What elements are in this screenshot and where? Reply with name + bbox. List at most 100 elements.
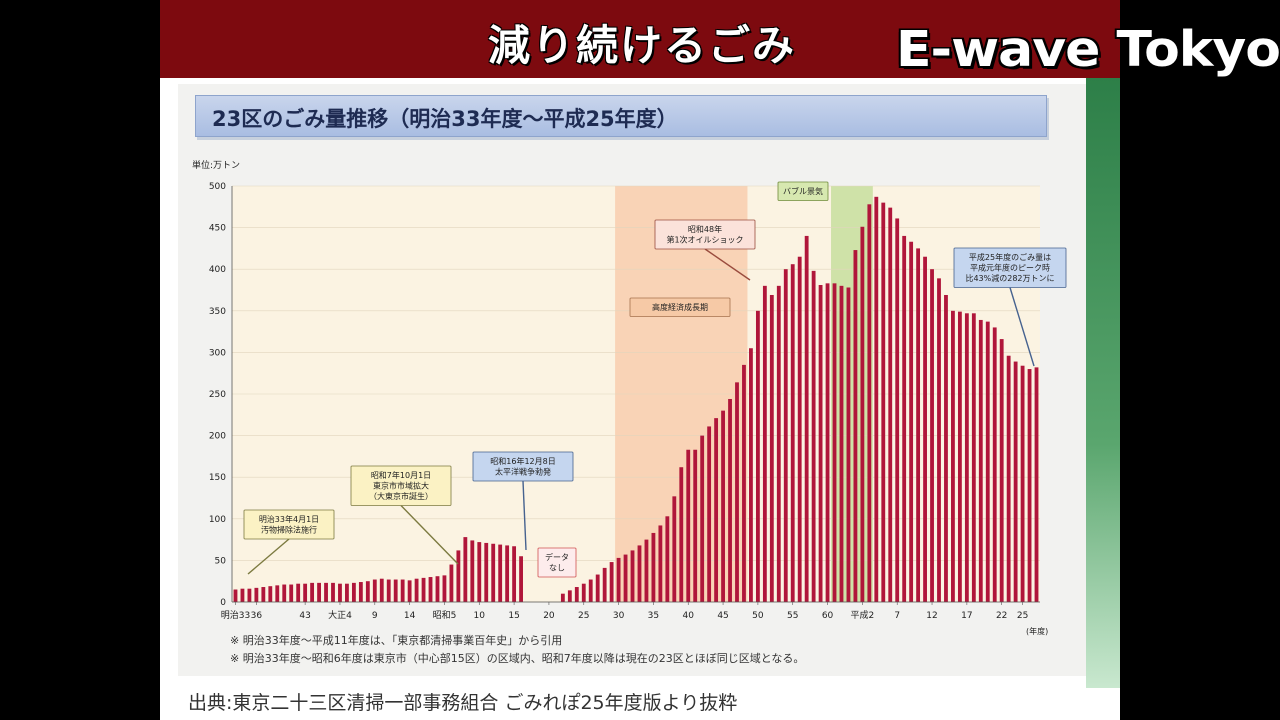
bar-24 (400, 579, 405, 602)
bar-39 (505, 545, 510, 602)
bar-105 (964, 313, 969, 602)
bar-12 (317, 582, 321, 602)
annotation-box (953, 247, 1067, 288)
bar-49 (574, 587, 579, 602)
bar-89 (853, 250, 858, 602)
bar-33 (463, 537, 468, 602)
bar-62 (665, 516, 670, 602)
annotation-box (472, 451, 574, 482)
annotation-box (777, 181, 829, 201)
bar-55 (616, 557, 621, 602)
x-tick-label: 22 (996, 611, 1007, 621)
bar-70 (721, 410, 725, 602)
bar-101 (937, 278, 941, 602)
x-tick-label: 25 (1017, 611, 1028, 621)
x-tick-label: 36 (251, 611, 263, 621)
x-axis-unit-label: (年度) (1026, 626, 1048, 636)
y-tick-label: 100 (209, 515, 226, 525)
x-tick-label: 35 (648, 611, 659, 621)
x-tick-label: 明治33 (221, 609, 250, 621)
annotation-text: 明治33年4月1日 (259, 514, 319, 524)
bar-9 (296, 583, 301, 602)
footnote-2: ※ 明治33年度～昭和6年度は東京市（中心部15区）の区域内、昭和7年度以降は現… (230, 651, 804, 665)
y-tick-label: 500 (209, 182, 226, 192)
bar-74 (749, 348, 753, 602)
annotation-text: 第1次オイルショック (666, 235, 743, 245)
brand-logo-text: E-wave Tokyo (896, 21, 1280, 79)
bar-chart: 0 50 100 150 200 250 300 350 400 450 500 明治33 36 43 大正… (192, 159, 1067, 665)
bar-92 (874, 196, 879, 602)
annotation-text: 平成元年度のピーク時 (970, 263, 1050, 273)
bar-6 (275, 585, 280, 602)
x-tick-label: 45 (717, 611, 728, 621)
annotation-pointer (704, 248, 751, 281)
annotation-text: （大東京市誕生） (369, 491, 433, 501)
x-tick-label: 12 (926, 611, 937, 621)
annotation-box (537, 547, 577, 578)
bar-88 (846, 287, 851, 602)
x-tick-label: 昭和5 (433, 610, 457, 621)
bar-27 (421, 577, 426, 602)
source-citation: 出典:東京二十三区清掃一部事務組合 ごみれぽ25年度版より抜粋 (188, 692, 738, 714)
bar-73 (742, 364, 746, 602)
annotation-text: 太平洋戦争勃発 (495, 467, 551, 477)
bar-13 (324, 582, 328, 602)
bar-80 (790, 264, 795, 602)
bar-65 (686, 449, 691, 602)
bar-90 (860, 226, 865, 602)
y-tick-label: 200 (209, 432, 226, 442)
bar-114 (1027, 369, 1032, 602)
bar-5 (268, 586, 273, 602)
bar-68 (707, 426, 712, 602)
x-tick-label: 7 (894, 611, 900, 621)
bar-60 (651, 532, 656, 602)
bar-37 (491, 543, 496, 602)
y-tick-label: 0 (220, 598, 226, 608)
annotation-text: バブル景気 (783, 186, 823, 196)
bar-76 (762, 285, 767, 602)
bar-72 (735, 382, 739, 602)
bar-16 (345, 583, 349, 602)
bar-67 (700, 435, 705, 602)
bar-82 (804, 235, 809, 603)
bar-26 (414, 578, 419, 602)
bar-111 (1006, 355, 1011, 602)
bar-71 (728, 398, 732, 602)
bar-4 (261, 587, 266, 602)
bar-96 (902, 235, 907, 603)
y-tick-label: 450 (209, 224, 226, 234)
bar-2 (247, 588, 252, 602)
bar-97 (909, 241, 914, 602)
bar-41 (519, 556, 523, 602)
annotation-pointer (400, 505, 459, 565)
bar-56 (623, 554, 628, 602)
y-tick-label: 150 (209, 473, 226, 483)
bar-35 (477, 542, 482, 602)
x-tick-label: 50 (752, 611, 764, 621)
bar-30 (442, 575, 447, 602)
bar-110 (999, 339, 1004, 602)
bar-91 (867, 204, 872, 602)
slide-title: 減り続けるごみ (488, 21, 797, 70)
bar-15 (338, 583, 342, 602)
annotation-box (629, 297, 731, 317)
bar-1 (240, 588, 245, 602)
bar-54 (609, 562, 614, 602)
bar-66 (693, 449, 698, 602)
bar-22 (386, 579, 391, 602)
chart-title: 23区のごみ量推移（明治33年度～平成25年度） (212, 107, 678, 131)
annotation-box (243, 509, 335, 540)
bar-52 (595, 574, 600, 602)
bar-85 (825, 283, 830, 602)
bar-29 (435, 576, 440, 602)
bar-75 (755, 310, 760, 602)
footnote-1: ※ 明治33年度～平成11年度は、「東京都清掃事業百年史」から引用 (230, 633, 562, 647)
x-tick-label: 55 (787, 611, 798, 621)
annotation-pointer (522, 480, 527, 551)
bar-14 (331, 582, 335, 602)
bar-102 (944, 294, 948, 602)
annotation-text: 昭和7年10月1日 (371, 470, 431, 480)
x-tick-label: 大正4 (328, 609, 352, 621)
